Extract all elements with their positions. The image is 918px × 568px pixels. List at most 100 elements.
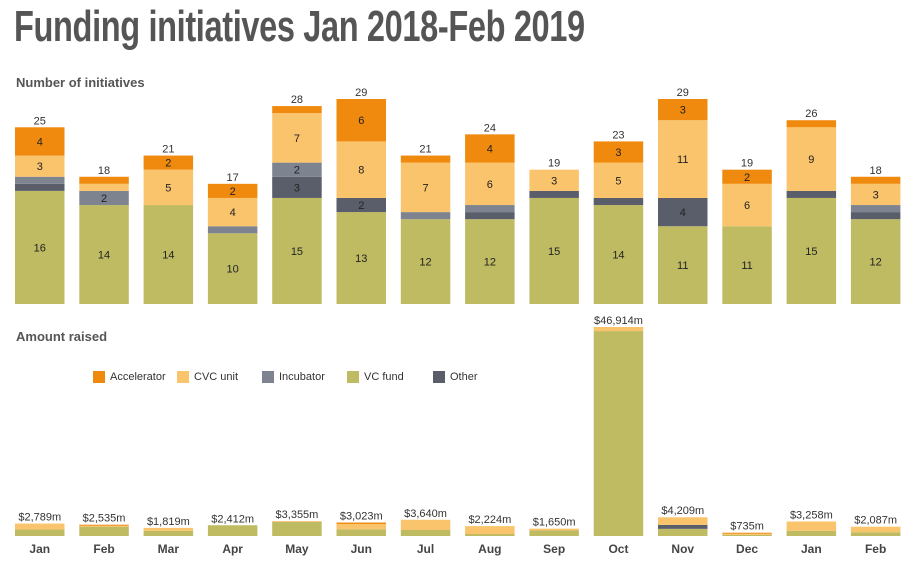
amount-total-label: $3,023m (340, 511, 383, 523)
legend: Accelerator CVC unit Incubator VC fund O… (93, 371, 478, 383)
initiatives-segment-label: 2 (358, 200, 364, 212)
initiatives-segment-label: 3 (551, 175, 557, 187)
amount-segment-other (658, 524, 708, 529)
amount-segment-cvc (722, 533, 772, 535)
initiatives-segment-label: 15 (291, 246, 303, 258)
initiatives-segment-incubator (272, 162, 322, 177)
amount-total-label: $1,650m (533, 517, 576, 529)
initiatives-segment-label: 3 (294, 182, 300, 194)
initiatives-segment-label: 15 (548, 246, 560, 258)
amount-segment-vc (79, 526, 129, 536)
legend-label-other: Other (450, 371, 478, 383)
legend-swatch-accelerator (93, 371, 105, 383)
initiatives-segment-cvc (143, 169, 194, 206)
amount-segment-vc (529, 530, 579, 536)
initiatives-section-label: Number of initiatives (16, 75, 145, 90)
initiatives-segment-incubator (207, 226, 258, 234)
initiatives-segment-label: 3 (615, 147, 621, 159)
x-tick-label: Jan (801, 542, 822, 556)
initiatives-segment-cvc (593, 162, 644, 198)
initiatives-segment-vc (143, 205, 194, 304)
initiatives-segment-incubator (79, 190, 129, 206)
initiatives-segment-cvc (786, 127, 837, 191)
initiatives-segment-vc (529, 197, 579, 304)
amount-segment-cvc (658, 517, 708, 525)
initiatives-segment-label: 11 (677, 154, 688, 166)
amount-segment-vc (143, 530, 194, 536)
initiatives-total-label: 26 (805, 108, 817, 120)
initiatives-segment-label: 12 (419, 257, 431, 269)
amount-segment-vc (336, 529, 386, 536)
initiatives-segment-label: 5 (165, 182, 171, 194)
initiatives-segment-other (593, 197, 644, 206)
initiatives-segment-other (786, 190, 837, 198)
amount-segment-vc (465, 533, 515, 536)
initiatives-segment-label: 2 (165, 158, 171, 170)
initiatives-total-label: 21 (162, 144, 174, 156)
initiatives-segment-label: 3 (680, 105, 686, 117)
amount-segment-vc (207, 525, 258, 536)
x-tick-label: Nov (671, 542, 694, 556)
amount-segment-vc (593, 331, 644, 536)
amount-segment-accelerator (722, 532, 772, 534)
amount-segment-vc (786, 530, 837, 536)
initiatives-segment-vc (786, 197, 837, 304)
initiatives-segment-other (658, 197, 708, 227)
amount-segment-vc (15, 529, 65, 536)
initiatives-segment-label: 8 (358, 165, 364, 177)
amount-total-label: $3,258m (790, 509, 833, 521)
legend-label-cvc: CVC unit (194, 371, 239, 383)
initiatives-segment-cvc (850, 183, 901, 206)
initiatives-segment-vc (336, 212, 386, 304)
initiatives-segment-incubator (15, 176, 65, 184)
initiatives-segment-label: 7 (294, 133, 300, 145)
initiatives-segment-cvc (658, 120, 708, 198)
amount-segment-cvc (465, 526, 515, 534)
initiatives-segment-label: 15 (805, 246, 817, 258)
initiatives-segment-cvc (15, 155, 65, 177)
legend-swatch-other (433, 371, 445, 383)
initiatives-segment-label: 4 (680, 207, 686, 219)
legend-swatch-vc (347, 371, 359, 383)
initiatives-segment-label: 9 (808, 154, 814, 166)
initiatives-segment-cvc (529, 169, 579, 191)
initiatives-segment-accelerator (722, 169, 772, 184)
amount-total-label: $1,819m (147, 516, 190, 528)
initiatives-total-label: 18 (98, 165, 110, 177)
x-tick-label: Apr (222, 542, 243, 556)
initiatives-segment-other (529, 190, 579, 198)
initiatives-segment-label: 4 (230, 207, 236, 219)
initiatives-segment-cvc (207, 197, 258, 227)
amount-segment-vc (658, 528, 708, 536)
initiatives-total-label: 17 (227, 172, 239, 184)
initiatives-segment-other (272, 176, 322, 198)
initiatives-segment-other (336, 197, 386, 213)
legend-swatch-cvc (177, 371, 189, 383)
initiatives-segment-label: 3 (37, 161, 43, 173)
amount-total-label: $2,087m (854, 515, 897, 527)
initiatives-segment-accelerator (850, 176, 901, 184)
initiatives-segment-vc (15, 190, 65, 304)
amount-segment-cvc (15, 523, 65, 530)
chart-title: Funding initiatives Jan 2018-Feb 2019 (14, 2, 585, 51)
initiatives-segment-label: 11 (677, 260, 688, 272)
initiatives-segment-accelerator (272, 106, 322, 114)
amount-total-label: $4,209m (661, 505, 704, 517)
x-tick-label: Sep (543, 542, 565, 556)
amount-segment-vc (400, 529, 451, 536)
initiatives-segment-label: 12 (870, 257, 882, 269)
initiatives-segment-label: 4 (487, 143, 493, 155)
initiatives-segment-vc (465, 219, 515, 304)
amount-total-label: $3,355m (276, 509, 319, 521)
x-tick-label: Jun (351, 542, 372, 556)
x-tick-label: Mar (158, 542, 180, 556)
amount-segment-cvc (272, 521, 322, 522)
amount-total-label: $2,412m (211, 513, 254, 525)
initiatives-segment-label: 13 (355, 253, 367, 265)
initiatives-segment-vc (400, 219, 451, 304)
x-tick-label: Oct (608, 542, 628, 556)
initiatives-segment-accelerator (79, 176, 129, 184)
legend-label-incubator: Incubator (279, 371, 325, 383)
legend-label-accelerator: Accelerator (110, 371, 166, 383)
amount-segment-cvc (400, 519, 451, 530)
